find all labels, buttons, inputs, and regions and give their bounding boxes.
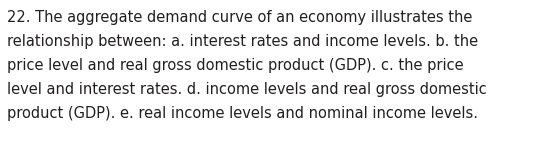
Text: relationship between: a. interest rates and income levels. b. the: relationship between: a. interest rates …: [7, 34, 478, 49]
Text: price level and real gross domestic product (GDP). c. the price: price level and real gross domestic prod…: [7, 58, 464, 73]
Text: 22. The aggregate demand curve of an economy illustrates the: 22. The aggregate demand curve of an eco…: [7, 10, 473, 25]
Text: level and interest rates. d. income levels and real gross domestic: level and interest rates. d. income leve…: [7, 82, 487, 97]
Text: product (GDP). e. real income levels and nominal income levels.: product (GDP). e. real income levels and…: [7, 106, 478, 121]
